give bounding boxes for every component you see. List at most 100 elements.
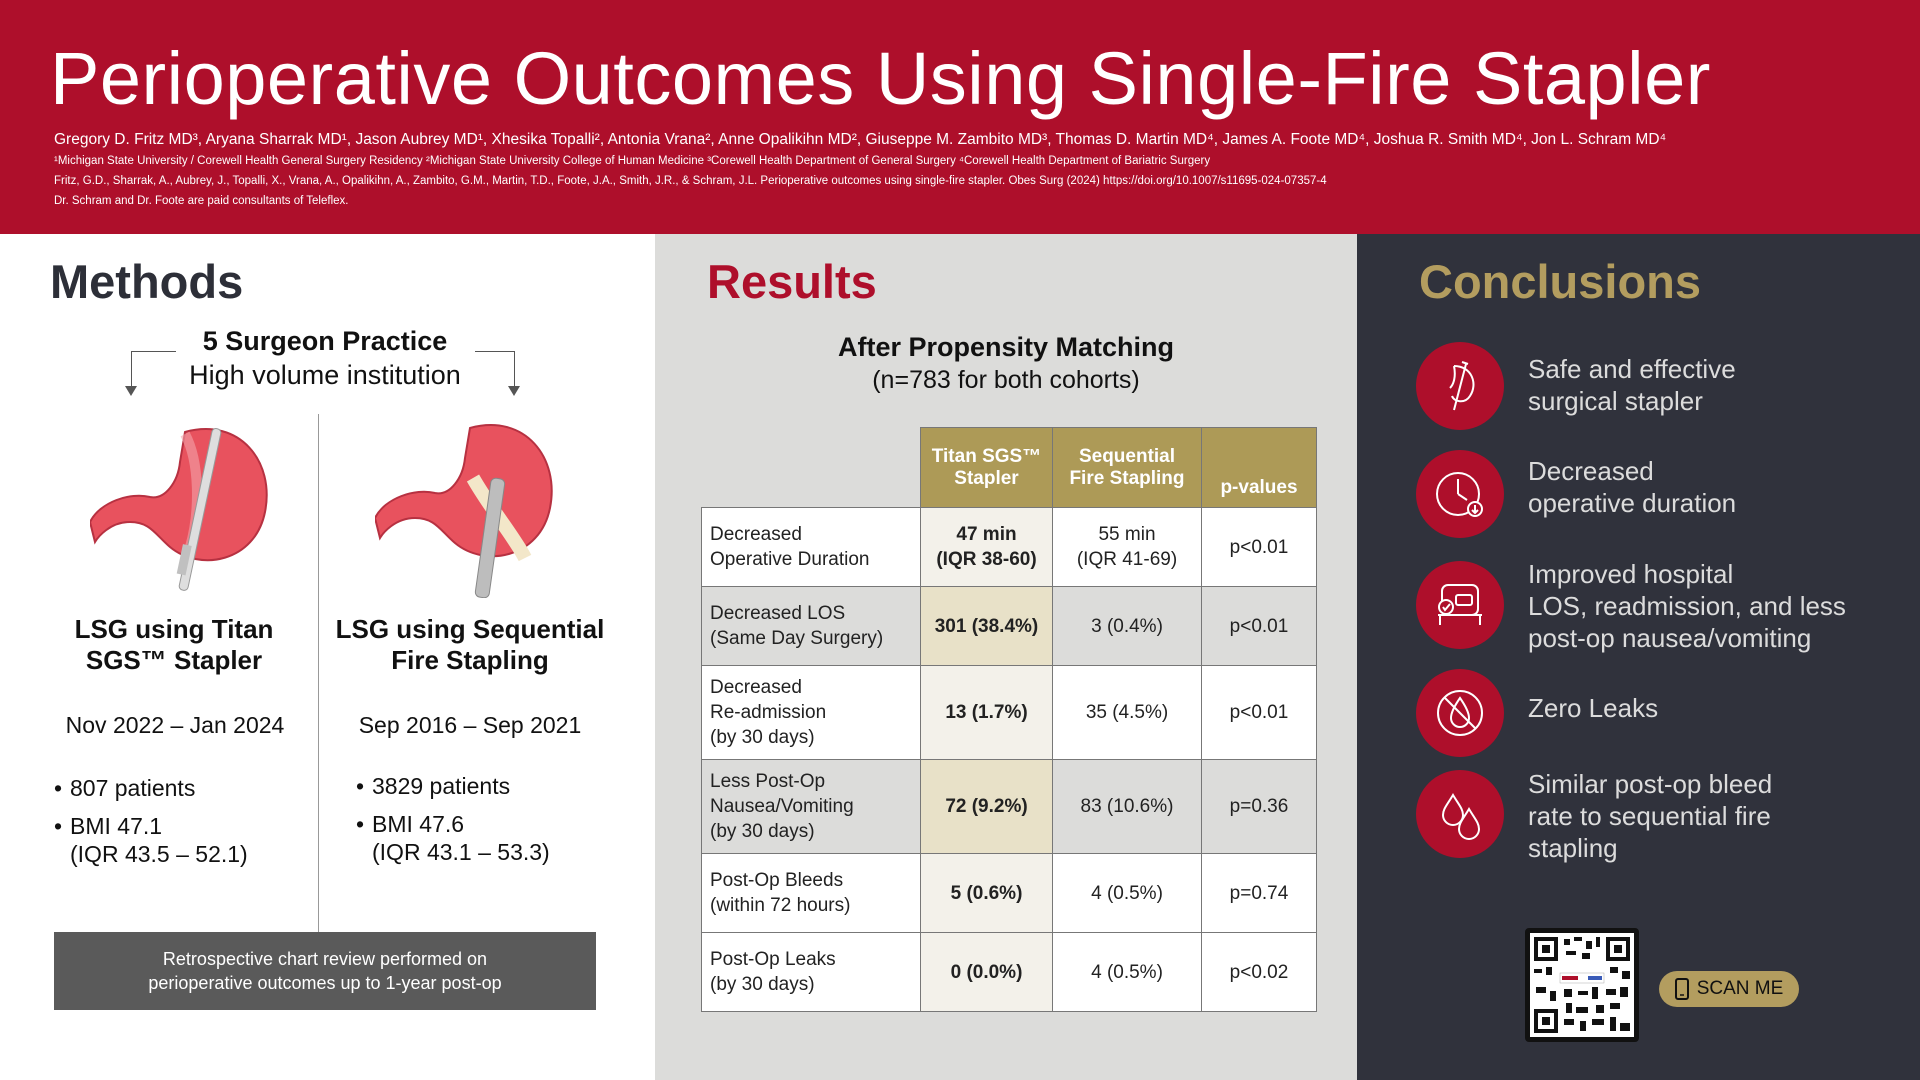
left-arm-dates: Nov 2022 – Jan 2024 — [65, 712, 285, 738]
row-label-line: Decreased — [710, 677, 802, 698]
scan-me-label: SCAN ME — [1696, 978, 1784, 999]
left-arm-bmi: BMI 47.1 (IQR 43.5 – 52.1) — [54, 812, 248, 868]
header-titan-line2: Stapler — [954, 467, 1019, 489]
p-value: p<0.01 — [1201, 507, 1317, 587]
right-arm-patients: 3829 patients — [356, 772, 550, 800]
right-arm-details: 3829 patients BMI 47.6 (IQR 43.1 – 53.3) — [356, 772, 550, 876]
header-sequential-line1: Sequential — [1078, 445, 1176, 467]
conclusion-text: Decreased operative duration — [1528, 455, 1736, 519]
hospital-bed-icon — [1416, 561, 1504, 649]
right-arm-title-line1: LSG using Sequential — [335, 614, 605, 644]
arrow-down-icon — [508, 386, 520, 396]
table-row: Decreased LOS (Same Day Surgery) 301 (38.… — [701, 586, 1317, 666]
row-label-line: Decreased LOS — [710, 603, 846, 624]
right-arm-bmi-iqr: (IQR 43.1 – 53.3) — [372, 839, 550, 865]
disclosure: Dr. Schram and Dr. Foote are paid consul… — [54, 195, 349, 207]
sequential-value: 3 (0.4%) — [1052, 586, 1202, 666]
row-label-line: Nausea/Vomiting — [710, 796, 854, 817]
left-arm-bmi-value: BMI 47.1 — [70, 813, 163, 839]
row-label: Post-Op Leaks (by 30 days) — [701, 932, 921, 1012]
poster-header: Perioperative Outcomes Using Single-Fire… — [0, 0, 1920, 234]
sequential-value-line: 55 min — [1098, 524, 1156, 545]
conclusion-line: Zero Leaks — [1528, 693, 1659, 723]
results-title: Results — [707, 255, 877, 308]
left-arm-title-line1: LSG using Titan — [74, 614, 274, 644]
row-label-line: (Same Day Surgery) — [710, 628, 884, 649]
row-label-line: Operative Duration — [710, 549, 870, 570]
left-arm-details: 807 patients BMI 47.1 (IQR 43.5 – 52.1) — [54, 774, 248, 878]
practice-heading: 5 Surgeon Practice — [202, 326, 448, 356]
bracket-left-stem — [131, 351, 132, 387]
citation: Fritz, G.D., Sharrak, A., Aubrey, J., To… — [54, 175, 1327, 187]
stapler-icon — [1416, 342, 1504, 430]
conclusion-text: Safe and effective surgical stapler — [1528, 353, 1736, 417]
titan-value-line: 47 min — [956, 524, 1017, 545]
titan-value: 47 min (IQR 38-60) — [920, 507, 1053, 587]
titan-value: 301 (38.4%) — [920, 586, 1053, 666]
row-label-line: Post-Op Leaks — [710, 949, 836, 970]
qr-code-icon[interactable] — [1525, 928, 1639, 1042]
conclusion-line: Safe and effective — [1528, 354, 1736, 384]
right-arm-bmi-value: BMI 47.6 — [372, 811, 465, 837]
titan-value-line: (IQR 38-60) — [936, 549, 1037, 570]
retro-line2: perioperative outcomes up to 1-year post… — [148, 973, 502, 993]
bracket-left — [131, 351, 176, 352]
row-label-line: (by 30 days) — [710, 821, 815, 842]
right-arm-title-line2: Fire Stapling — [391, 645, 549, 675]
header-sequential: Sequential Fire Stapling — [1052, 427, 1202, 508]
sequential-value-line: (IQR 41-69) — [1076, 549, 1178, 570]
left-arm-title-line2: SGS™ Stapler — [85, 645, 263, 675]
row-label-line: Decreased — [710, 524, 802, 545]
sequential-value: 55 min (IQR 41-69) — [1052, 507, 1202, 587]
p-value: p<0.02 — [1201, 932, 1317, 1012]
sequential-value: 4 (0.5%) — [1052, 932, 1202, 1012]
conclusion-line: rate to sequential fire — [1528, 801, 1771, 831]
scan-me-button[interactable]: SCAN ME — [1659, 971, 1799, 1007]
sequential-value: 83 (10.6%) — [1052, 759, 1202, 854]
table-row: Post-Op Bleeds (within 72 hours) 5 (0.6%)… — [701, 853, 1317, 933]
left-arm-bmi-iqr: (IQR 43.5 – 52.1) — [70, 841, 248, 867]
methods-title: Methods — [50, 255, 244, 308]
p-value: p<0.01 — [1201, 586, 1317, 666]
header-pvalues-label: p-values — [1220, 477, 1298, 498]
right-arm-bmi: BMI 47.6 (IQR 43.1 – 53.3) — [356, 810, 550, 866]
conclusion-line: Decreased — [1528, 456, 1654, 486]
phone-icon — [1674, 978, 1689, 1000]
bracket-right — [475, 351, 515, 352]
row-label-line: Re-admission — [710, 702, 827, 723]
blood-drops-icon — [1416, 770, 1504, 858]
conclusions-title: Conclusions — [1419, 255, 1702, 308]
row-label-line: (by 30 days) — [710, 974, 815, 995]
table-row: Decreased Operative Duration 47 min (IQR 3… — [701, 507, 1317, 587]
p-value: p=0.36 — [1201, 759, 1317, 854]
author-list: Gregory D. Fritz MD³, Aryana Sharrak MD¹… — [54, 131, 1667, 148]
p-value: p=0.74 — [1201, 853, 1317, 933]
right-arm-dates: Sep 2016 – Sep 2021 — [358, 712, 582, 738]
row-label: Decreased LOS (Same Day Surgery) — [701, 586, 921, 666]
table-row: Less Post-Op Nausea/Vomiting (by 30 days) … — [701, 759, 1317, 854]
row-label: Less Post-Op Nausea/Vomiting (by 30 days) — [701, 759, 921, 854]
right-arm-title: LSG using Sequential Fire Stapling — [320, 614, 620, 676]
poster-title: Perioperative Outcomes Using Single-Fire… — [50, 37, 1711, 120]
results-column: Results After Propensity Matching (n=783… — [655, 234, 1357, 1080]
retrospective-note: Retrospective chart review performed on … — [54, 932, 596, 1010]
header-sequential-line2: Fire Stapling — [1069, 467, 1185, 489]
conclusion-line: operative duration — [1528, 488, 1737, 518]
practice-subheading: High volume institution — [189, 360, 461, 390]
conclusion-text: Improved hospital LOS, readmission, and … — [1528, 558, 1846, 654]
conclusion-line: Similar post-op bleed — [1528, 769, 1773, 799]
row-label: Post-Op Bleeds (within 72 hours) — [701, 853, 921, 933]
row-label-line: (within 72 hours) — [710, 895, 851, 916]
conclusion-text: Similar post-op bleed rate to sequential… — [1528, 768, 1772, 864]
conclusion-line: LOS, readmission, and less — [1528, 591, 1846, 621]
affiliations: ¹Michigan State University / Corewell He… — [54, 155, 1211, 167]
conclusions-column: Conclusions Safe and effective surgical … — [1357, 234, 1920, 1080]
left-arm-title: LSG using Titan SGS™ Stapler — [14, 614, 334, 676]
row-label-line: Post-Op Bleeds — [710, 870, 844, 891]
arrow-down-icon — [125, 386, 137, 396]
row-label-line: Less Post-Op — [710, 771, 826, 792]
titan-value: 0 (0.0%) — [920, 932, 1053, 1012]
retro-line1: Retrospective chart review performed on — [162, 949, 488, 969]
header-titan-line1: Titan SGS™ — [931, 445, 1042, 467]
p-value: p<0.01 — [1201, 665, 1317, 760]
